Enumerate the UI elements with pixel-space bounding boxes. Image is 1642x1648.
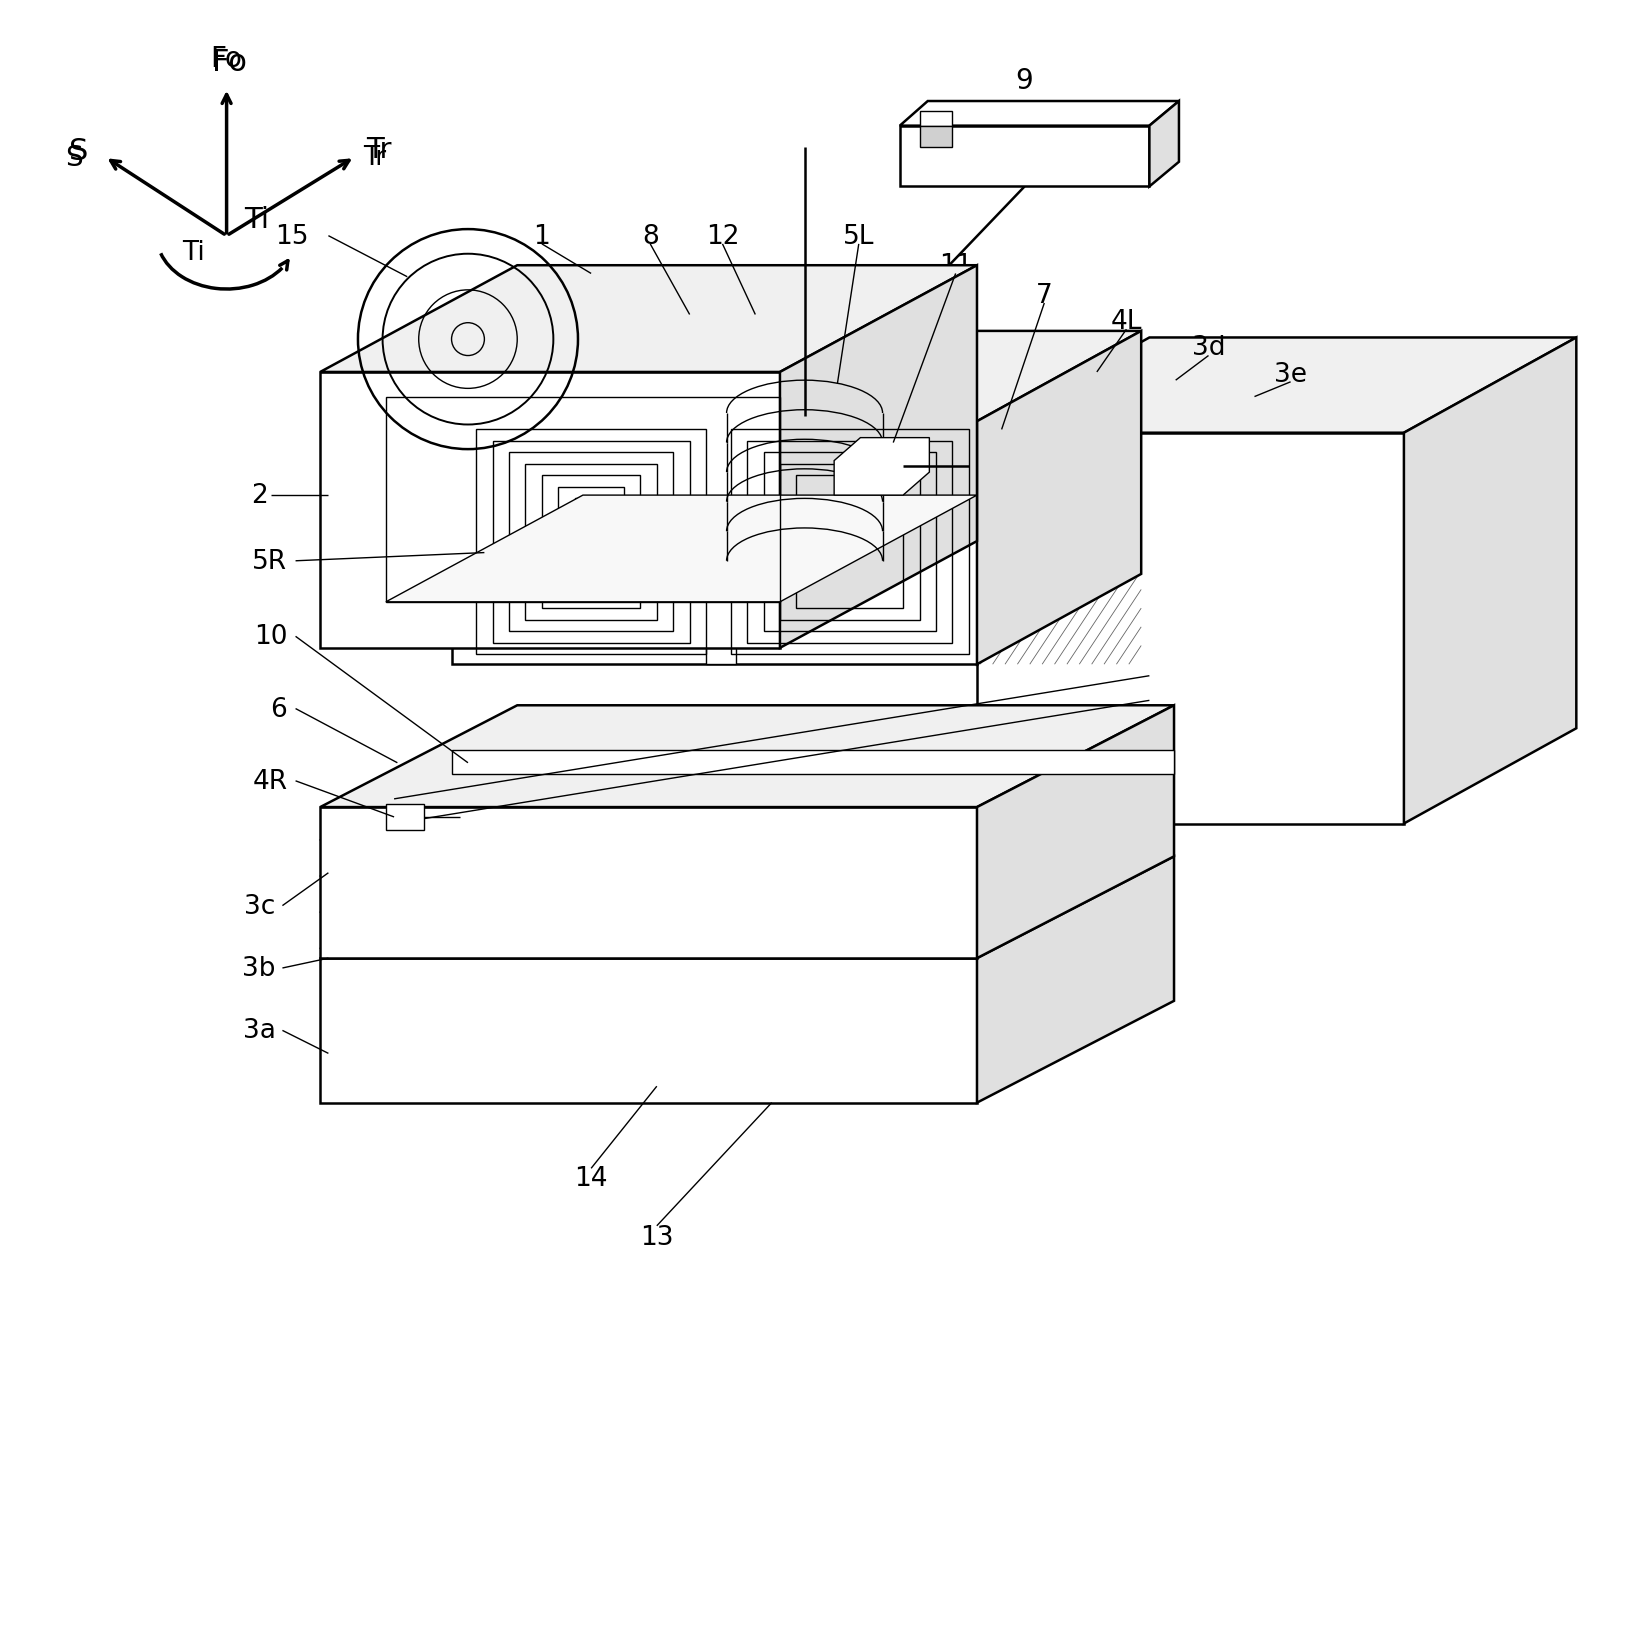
Polygon shape [452,422,977,664]
Text: 3d: 3d [1192,335,1225,361]
Text: S: S [69,137,89,166]
Text: 7: 7 [1036,282,1053,308]
Polygon shape [320,265,977,372]
Text: 9: 9 [1016,66,1033,94]
Text: 5R: 5R [253,549,287,575]
Polygon shape [977,433,1404,824]
Polygon shape [320,959,977,1103]
Text: 4R: 4R [253,768,287,794]
Polygon shape [320,808,977,959]
Text: 15: 15 [276,224,309,249]
Polygon shape [706,422,736,664]
Polygon shape [920,127,952,148]
Text: 11: 11 [939,254,972,279]
Polygon shape [977,338,1576,433]
Text: 13: 13 [640,1224,673,1251]
Text: 10: 10 [255,625,287,649]
Polygon shape [320,372,780,648]
Text: 6: 6 [271,695,287,722]
Polygon shape [977,331,1141,664]
Polygon shape [900,127,1149,188]
Text: 5L: 5L [842,224,875,249]
Text: 8: 8 [642,224,658,249]
Text: 3e: 3e [1274,361,1307,387]
Text: Ti: Ti [243,206,269,234]
Polygon shape [900,102,1179,127]
Text: 2: 2 [251,483,268,509]
Text: S: S [66,143,82,171]
Polygon shape [320,705,1174,808]
Text: 12: 12 [706,224,739,249]
Polygon shape [977,857,1174,1103]
Polygon shape [1404,338,1576,824]
Text: 3a: 3a [243,1018,276,1043]
Polygon shape [1149,102,1179,188]
Text: Ti: Ti [182,241,205,265]
Polygon shape [780,265,977,648]
Text: Fo: Fo [210,44,243,73]
Text: Tr: Tr [366,135,392,163]
Text: Fo: Fo [212,48,248,77]
Polygon shape [386,496,977,603]
Text: 14: 14 [575,1165,608,1192]
Text: 3b: 3b [243,956,276,982]
Text: 3c: 3c [245,893,276,920]
Text: 4L: 4L [1110,308,1143,335]
Polygon shape [386,804,424,831]
Polygon shape [452,331,1141,422]
Polygon shape [920,112,952,127]
Polygon shape [452,750,1174,775]
Polygon shape [977,705,1174,959]
Text: 1: 1 [534,224,550,249]
Text: Tr: Tr [363,145,386,171]
Polygon shape [320,857,1174,959]
Polygon shape [834,438,929,496]
